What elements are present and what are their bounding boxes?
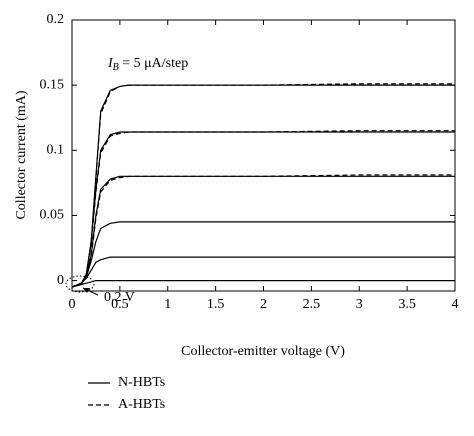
y-axis-label: Collector current (mA)	[14, 90, 29, 219]
curve	[71, 131, 455, 288]
curve	[71, 256, 455, 288]
y-tick-label: 0.2	[47, 12, 65, 27]
y-tick-label: 0.05	[40, 208, 65, 223]
x-tick-label: 0	[69, 297, 76, 312]
y-tick-label: 0.15	[40, 77, 65, 92]
highlight-ellipse	[65, 275, 95, 293]
y-tick-label: 0.1	[47, 143, 65, 158]
x-tick-label: 2	[260, 297, 267, 312]
legend-label: N-HBTs	[118, 375, 165, 390]
curve	[71, 130, 455, 288]
x-axis-label: Collector-emitter voltage (V)	[181, 344, 345, 359]
y-tick-label: 0	[57, 273, 64, 288]
x-tick-label: 0.5	[111, 297, 129, 312]
x-tick-label: 4	[452, 297, 459, 312]
x-tick-label: 2.5	[303, 297, 321, 312]
curve	[71, 83, 455, 288]
curve	[71, 280, 455, 288]
x-tick-label: 3.5	[398, 297, 416, 312]
annotation-symbol: I	[107, 56, 114, 71]
annotation: IB = 5 μA/step	[107, 56, 188, 73]
curve	[71, 221, 455, 288]
annotation-subscript: B	[113, 62, 119, 73]
x-tick-label: 3	[356, 297, 363, 312]
curve	[71, 175, 455, 288]
legend-label: A-HBTs	[118, 397, 165, 412]
curve	[71, 174, 455, 288]
x-tick-label: 1	[164, 297, 171, 312]
arrow-head	[83, 288, 90, 293]
arrow-label: 0.2 V	[104, 290, 135, 305]
x-tick-label: 1.5	[207, 297, 225, 312]
annotation-rest: = 5 μA/step	[119, 56, 188, 71]
